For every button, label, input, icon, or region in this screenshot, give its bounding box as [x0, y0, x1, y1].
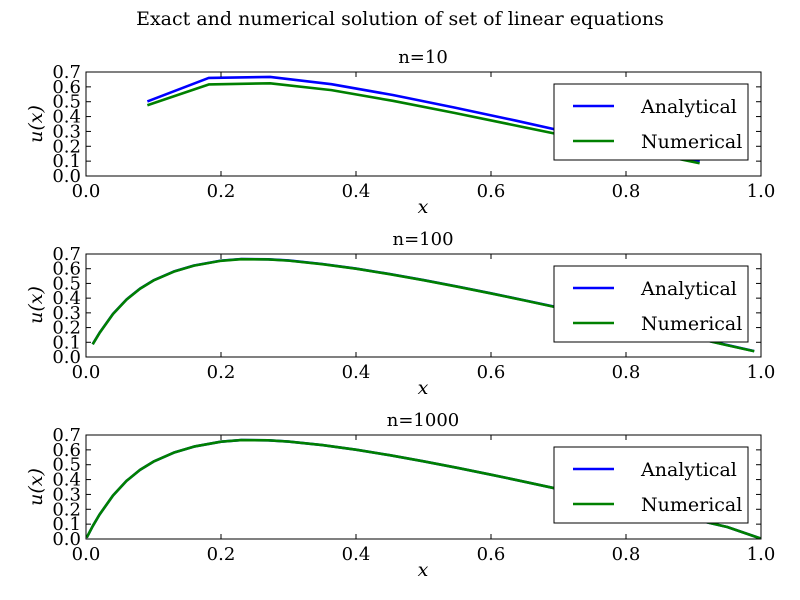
legend-box	[553, 446, 749, 524]
y-tick-label: 0.1	[52, 151, 81, 172]
y-tick-label: 0.3	[52, 121, 81, 142]
y-tick-label: 0.5	[52, 455, 81, 476]
y-tick-label: 0.5	[52, 273, 81, 294]
y-tick-label: 0.4	[52, 107, 81, 128]
y-tick-label: 0.6	[52, 77, 81, 98]
x-tick-label: 0.0	[72, 362, 101, 383]
y-tick-label: 0.7	[52, 62, 81, 83]
subplot-title: n=10	[398, 47, 448, 68]
legend-label-analytical: Analytical	[640, 459, 737, 481]
x-tick-label: 0.6	[477, 181, 506, 202]
x-tick-label: 0.8	[612, 544, 641, 565]
x-axis-label: x	[418, 196, 429, 218]
subplot-n1000: n=1000 x u(x) 0.0 0.2 0.4 0.6 0.8 1.00.00.10.…	[25, 410, 775, 581]
x-tick-label: 0.2	[207, 362, 236, 383]
y-tick-label: 0.4	[52, 288, 81, 309]
legend-box	[553, 83, 749, 161]
x-tick-label: 0.4	[342, 362, 371, 383]
y-tick-label: 0.1	[52, 514, 81, 535]
y-tick-label: 0.0	[52, 166, 81, 187]
y-tick-label: 0.3	[52, 484, 81, 505]
y-tick-label: 0.3	[52, 303, 81, 324]
y-axis-label: u(x)	[25, 105, 47, 143]
y-axis-label: u(x)	[25, 468, 47, 506]
x-tick-label: 0.6	[477, 544, 506, 565]
legend: Analytical Numerical	[553, 265, 749, 343]
legend-label-analytical: Analytical	[640, 96, 737, 118]
y-tick-label: 0.7	[52, 244, 81, 265]
x-tick-label: 1.0	[747, 181, 776, 202]
legend-label-analytical: Analytical	[640, 278, 737, 300]
x-tick-label: 0.2	[207, 181, 236, 202]
legend-label-numerical: Numerical	[641, 313, 742, 335]
x-tick-label: 0.4	[342, 544, 371, 565]
plot-frame	[85, 253, 762, 358]
y-axis-label: u(x)	[25, 286, 47, 324]
y-tick-label: 0.0	[52, 347, 81, 368]
y-tick-label: 0.1	[52, 332, 81, 353]
y-tick-label: 0.2	[52, 136, 81, 157]
y-tick-label: 0.2	[52, 499, 81, 520]
y-tick-label: 0.6	[52, 440, 81, 461]
legend-box	[553, 265, 749, 343]
figure-title: Exact and numerical solution of set of l…	[136, 8, 664, 30]
x-tick-label: 0.0	[72, 544, 101, 565]
x-tick-label: 1.0	[747, 362, 776, 383]
x-tick-label: 0.6	[477, 362, 506, 383]
legend-label-numerical: Numerical	[641, 494, 742, 516]
plot-frame	[85, 434, 762, 540]
subplot-title: n=100	[392, 229, 453, 250]
subplot-title: n=1000	[387, 410, 459, 431]
x-tick-label: 0.8	[612, 362, 641, 383]
y-tick-label: 0.6	[52, 259, 81, 280]
subplot-n100: n=100 x u(x) 0.0 0.2 0.4 0.6 0.8 1.00.00.10.2…	[25, 229, 775, 399]
x-tick-label: 1.0	[747, 544, 776, 565]
subplot-n10: n=10 x u(x) 0.0 0.2 0.4 0.6 0.8 1.00.00.10.20…	[25, 47, 775, 218]
y-tick-label: 0.7	[52, 425, 81, 446]
y-tick-label: 0.2	[52, 318, 81, 339]
legend-label-numerical: Numerical	[641, 131, 742, 153]
legend: Analytical Numerical	[553, 83, 749, 161]
x-axis-label: x	[418, 559, 429, 581]
legend: Analytical Numerical	[553, 446, 749, 524]
x-tick-label: 0.0	[72, 181, 101, 202]
plot-frame	[85, 71, 762, 177]
y-tick-label: 0.5	[52, 92, 81, 113]
x-tick-label: 0.2	[207, 544, 236, 565]
y-tick-label: 0.0	[52, 529, 81, 550]
x-tick-label: 0.8	[612, 181, 641, 202]
y-tick-label: 0.4	[52, 470, 81, 491]
x-tick-label: 0.4	[342, 181, 371, 202]
x-axis-label: x	[418, 377, 429, 399]
